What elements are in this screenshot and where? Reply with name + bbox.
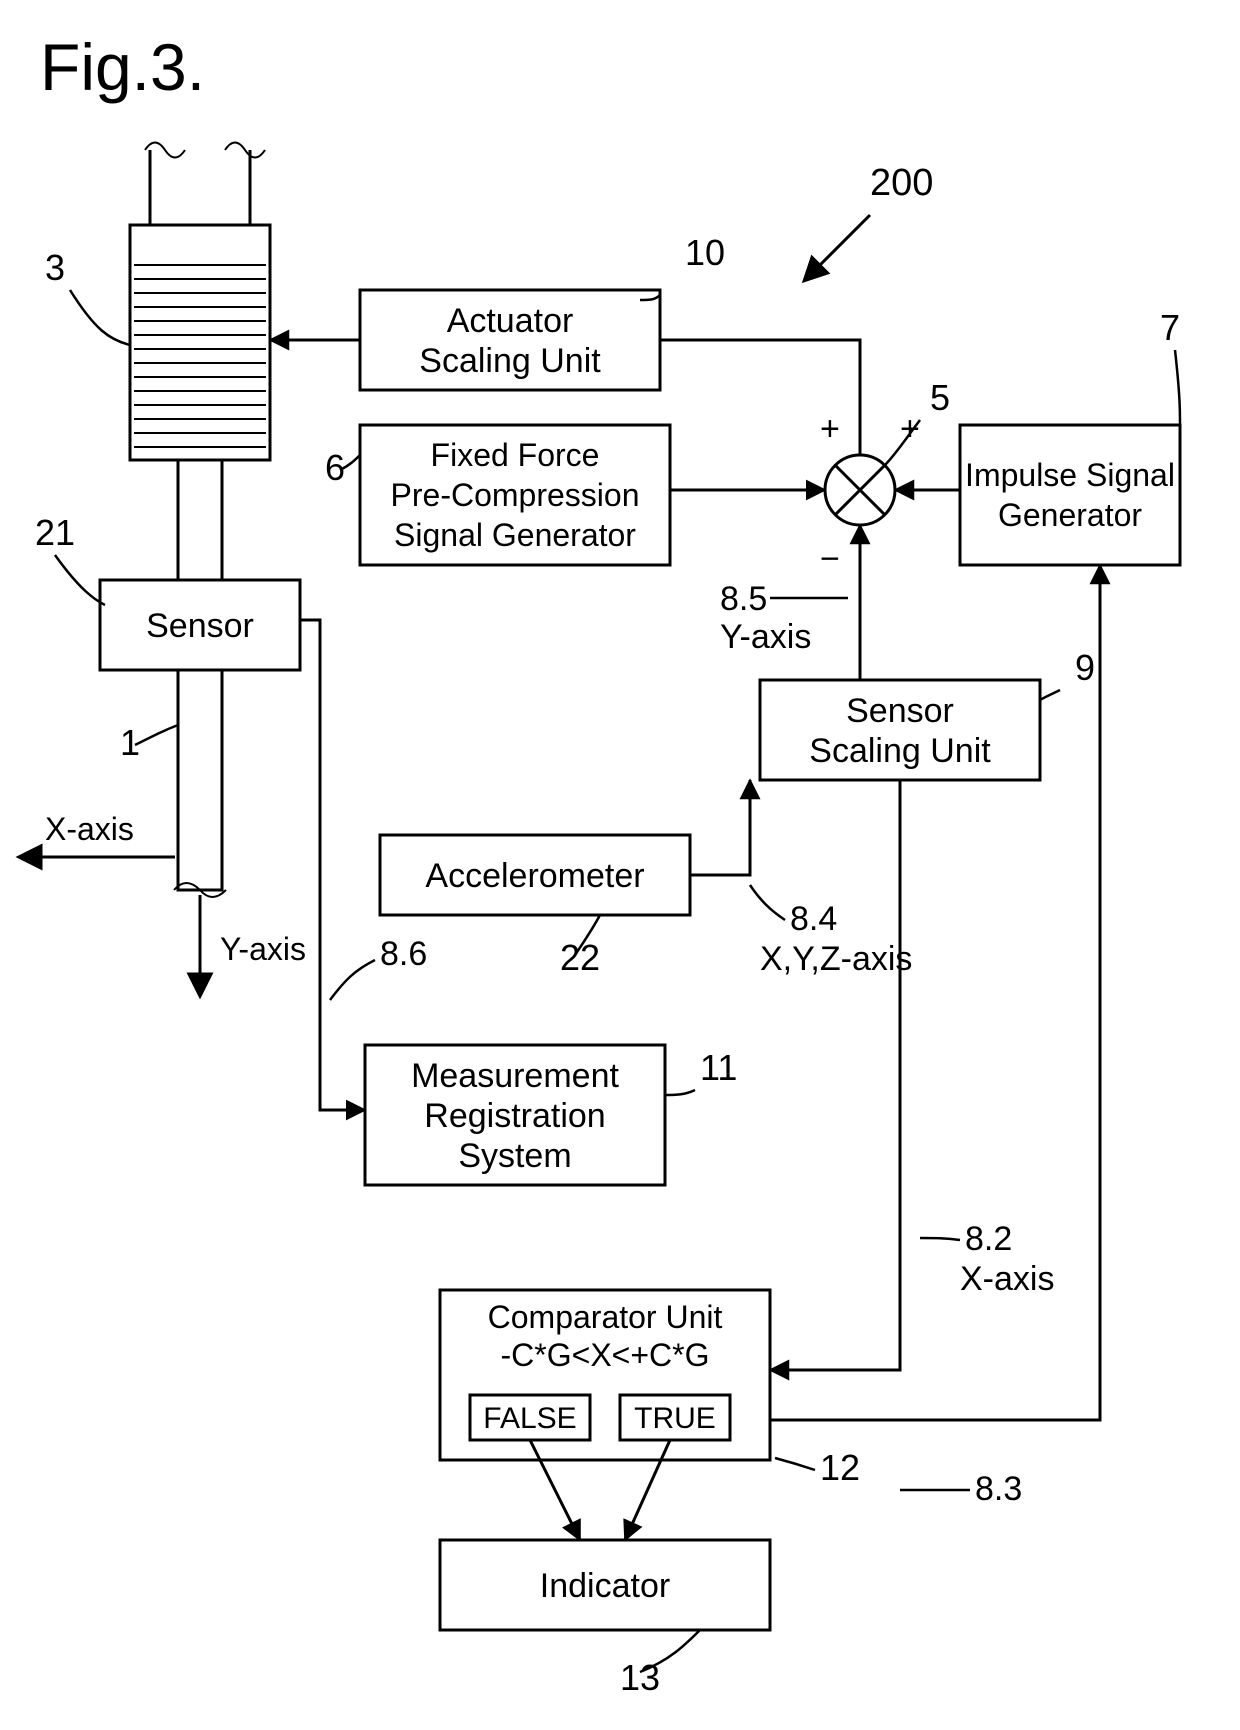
indicator-label: Indicator bbox=[540, 1567, 670, 1605]
accel-to-sensor-scaling bbox=[690, 780, 750, 875]
ref-label: 21 bbox=[35, 512, 75, 553]
ref-label: 10 bbox=[685, 232, 725, 273]
ref-sublabel: X,Y,Z-axis bbox=[760, 940, 912, 978]
sensor_scaling-box: SensorScaling Unit bbox=[760, 680, 1040, 780]
ref-label: 8.3 bbox=[975, 1470, 1022, 1508]
summing-junction: ++− bbox=[820, 410, 920, 578]
ref-11: 11 bbox=[665, 1047, 737, 1095]
actuator_scaling-label: Scaling Unit bbox=[419, 342, 601, 380]
y-axis-label: Y-axis bbox=[220, 931, 306, 967]
ref-9: 9 bbox=[1040, 647, 1095, 700]
fixed_force-label: Signal Generator bbox=[394, 517, 636, 553]
sensor_scaling-label: Scaling Unit bbox=[809, 732, 991, 770]
x-axis-label: X-axis bbox=[45, 811, 134, 847]
false-box-label: FALSE bbox=[483, 1402, 576, 1435]
ref-200: 200 bbox=[805, 162, 933, 280]
ref-label: 12 bbox=[820, 1447, 860, 1488]
sum-plus-top: + bbox=[820, 410, 840, 448]
comparator-box: Comparator Unit-C*G<X<+C*G FALSE TRUE bbox=[440, 1290, 770, 1460]
sensor-label: Sensor bbox=[146, 607, 254, 645]
indicator-box: Indicator bbox=[440, 1540, 770, 1630]
ref-13: 13 bbox=[620, 1630, 700, 1698]
sensor-to-measurement bbox=[300, 620, 365, 1110]
ref-label: 11 bbox=[700, 1047, 737, 1088]
ref-3: 3 bbox=[45, 247, 130, 345]
ref-12: 12 bbox=[775, 1447, 860, 1488]
ref-label: 9 bbox=[1075, 647, 1095, 688]
ref-8-6: 8.6 bbox=[330, 935, 427, 1000]
ref-label: 8.5 bbox=[720, 580, 767, 618]
ref-label: 8.2 bbox=[965, 1220, 1012, 1258]
true-box-label: TRUE bbox=[634, 1402, 716, 1435]
actuator_scaling-box: ActuatorScaling Unit bbox=[360, 290, 660, 390]
ref-21: 21 bbox=[35, 512, 105, 605]
ref-label: 200 bbox=[870, 162, 933, 204]
accelerometer-label: Accelerometer bbox=[425, 857, 644, 895]
ref-22: 22 bbox=[560, 915, 600, 978]
ref-6: 6 bbox=[325, 447, 360, 488]
comparator-label: Comparator Unit bbox=[488, 1299, 723, 1335]
sensor-box: Sensor bbox=[100, 580, 300, 670]
measurement-box: MeasurementRegistrationSystem bbox=[365, 1045, 665, 1185]
figure-title: Fig.3. bbox=[40, 30, 205, 104]
ref-8-3: 8.3 bbox=[900, 1470, 1022, 1508]
comparator-label: -C*G<X<+C*G bbox=[501, 1337, 710, 1373]
ref-8-4: 8.4X,Y,Z-axis bbox=[750, 885, 912, 978]
sensor-scaling-to-comp bbox=[770, 780, 900, 1370]
ref-sublabel: Y-axis bbox=[720, 618, 811, 656]
impulse_gen-box: Impulse Signal Generator bbox=[960, 425, 1180, 565]
ref-label: 8.6 bbox=[380, 935, 427, 973]
ref-label: 1 bbox=[120, 722, 140, 763]
impulse_gen-label: Impulse Signal bbox=[965, 457, 1175, 493]
measurement-label: Registration bbox=[424, 1097, 605, 1135]
fixed_force-label: Pre-Compression bbox=[391, 477, 640, 513]
measurement-label: Measurement bbox=[411, 1057, 619, 1095]
accelerometer-box: Accelerometer bbox=[380, 835, 690, 915]
fixed_force-box: Fixed Force Pre-Compression Signal Generat… bbox=[360, 425, 670, 565]
ref-label: 8.4 bbox=[790, 900, 837, 938]
ref-label: 5 bbox=[930, 377, 950, 418]
ref-label: 3 bbox=[45, 247, 65, 288]
ref-label: 13 bbox=[620, 1657, 660, 1698]
ref-label: 22 bbox=[560, 937, 600, 978]
ref-sublabel: X-axis bbox=[960, 1260, 1054, 1298]
ref-8-2: 8.2X-axis bbox=[920, 1220, 1054, 1298]
fixed_force-label: Fixed Force bbox=[431, 437, 600, 473]
actuator-assembly bbox=[130, 143, 270, 898]
ref-label: 7 bbox=[1160, 307, 1180, 348]
ref-1: 1 bbox=[120, 722, 178, 763]
measurement-label: System bbox=[458, 1137, 571, 1175]
ref-label: 6 bbox=[325, 447, 345, 488]
actuator_scaling-label: Actuator bbox=[447, 302, 574, 340]
impulse_gen-label: Generator bbox=[998, 497, 1142, 533]
ref-7: 7 bbox=[1160, 307, 1180, 425]
sum-minus: − bbox=[820, 540, 840, 578]
sensor_scaling-label: Sensor bbox=[846, 692, 954, 730]
ref-8-5: 8.5Y-axis bbox=[720, 580, 848, 656]
